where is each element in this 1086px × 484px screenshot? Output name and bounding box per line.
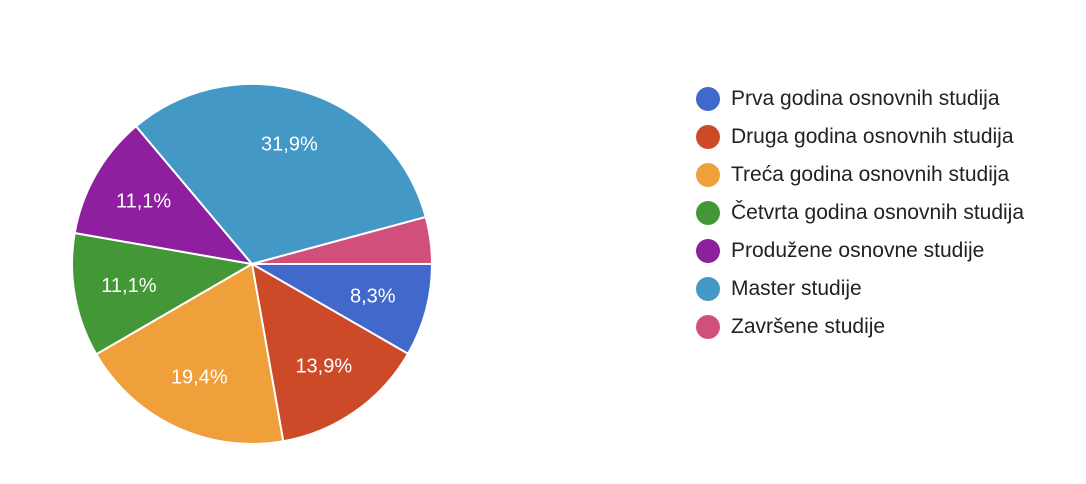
pie-slice-2 [94,262,285,445]
slice-label-1: 13,9% [295,355,352,377]
legend-item-4: Produžene osnovne studije [696,232,1024,270]
legend-item-5: Master studije [696,270,1024,308]
slice-label-4: 11,1% [116,191,171,213]
legend-item-2: Treća godina osnovnih studija [696,156,1024,194]
legend-label-2: Treća godina osnovnih studija [731,163,1010,186]
legend: Prva godina osnovnih studija Druga godina… [696,80,1024,346]
legend-swatch-1 [696,125,720,149]
legend-swatch-3 [696,201,720,225]
legend-label-5: Master studije [731,277,862,300]
legend-swatch-0 [696,87,720,111]
pie-slice-5 [134,83,427,266]
legend-swatch-2 [696,163,720,187]
slice-label-2: 19,4% [171,366,228,388]
legend-item-3: Četvrta godina osnovnih studija [696,194,1024,232]
legend-swatch-6 [696,315,720,339]
pie-slice-6 [251,215,434,265]
pie-slice-3 [71,231,255,356]
legend-label-4: Produžene osnovne studije [731,239,985,262]
legend-swatch-4 [696,239,720,263]
pie-chart-svg: 8,3% 13,9% 19,4% 11,1% 11,1% 31,9% [71,83,434,445]
pie-slice-0 [248,263,434,356]
pie-slice-1 [250,262,410,443]
slice-label-5: 31,9% [261,134,318,156]
legend-label-1: Druga godina osnovnih studija [731,125,1014,148]
legend-item-1: Druga godina osnovnih studija [696,118,1024,156]
slice-label-3: 11,1% [101,275,156,297]
pie-slice-4 [73,124,255,266]
legend-item-6: Završene studije [696,308,1024,346]
legend-label-6: Završene studije [731,315,886,338]
legend-item-0: Prva godina osnovnih studija [696,80,1024,118]
legend-label-0: Prva godina osnovnih studija [731,87,1000,110]
legend-swatch-5 [696,277,720,301]
slice-label-0: 8,3% [350,285,396,307]
legend-label-3: Četvrta godina osnovnih studija [731,201,1025,224]
